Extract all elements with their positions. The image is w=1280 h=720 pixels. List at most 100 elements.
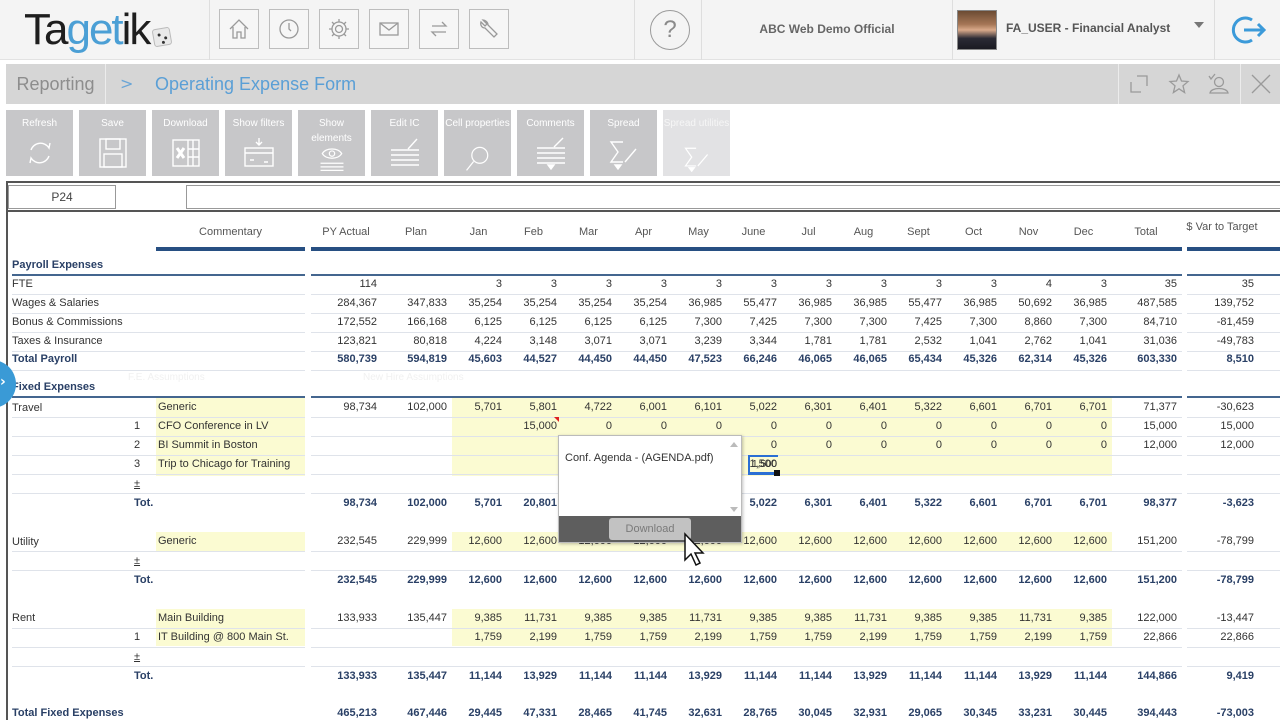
value-cell[interactable]: 5,322 [914,401,942,413]
commentary-cell[interactable]: Trip to Chicago for Training [158,458,291,470]
value-cell[interactable]: -73,003 [1216,707,1254,719]
value-cell[interactable]: -30,623 [1216,401,1254,413]
value-cell[interactable]: 13,929 [523,670,557,682]
value-cell[interactable]: 133,933 [337,670,377,682]
value-cell[interactable]: 11,731 [524,612,557,624]
value-cell[interactable]: 6,101 [694,401,722,413]
spread-utilities-button[interactable]: Spread utilities [663,110,730,176]
value-cell[interactable]: 7,300 [694,316,722,328]
value-cell[interactable]: 98,734 [343,401,377,413]
value-cell[interactable]: 35,254 [578,297,612,309]
value-cell[interactable]: 9,385 [1079,612,1107,624]
value-cell[interactable] [451,455,502,474]
value-cell[interactable]: 12,600 [1073,535,1107,547]
value-cell[interactable] [381,417,447,436]
value-cell[interactable]: 394,443 [1137,707,1177,719]
value-cell[interactable]: 4,224 [474,335,502,347]
value-cell[interactable]: 5,701 [474,497,502,509]
value-cell[interactable]: 98,377 [1143,497,1177,509]
value-cell[interactable]: 11,731 [1019,612,1052,624]
value-cell[interactable] [506,436,557,455]
scroll-up-icon[interactable] [730,442,738,447]
value-cell[interactable]: 71,377 [1143,401,1177,413]
value-cell[interactable]: 22,866 [1220,631,1254,643]
value-cell[interactable]: 36,985 [688,297,722,309]
recent-button[interactable] [269,9,309,49]
value-cell[interactable]: 3 [550,278,557,290]
fill-handle[interactable] [774,470,780,476]
value-cell[interactable]: 8,510 [1226,353,1254,365]
value-cell[interactable]: 30,045 [798,707,832,719]
formula-input[interactable] [186,185,1280,209]
download-attachment-button[interactable]: Download [609,518,691,540]
value-cell[interactable]: 11,144 [633,670,667,682]
value-cell[interactable] [381,628,447,647]
value-cell[interactable]: 66,246 [743,353,777,365]
value-cell[interactable]: 28,765 [743,707,777,719]
value-cell[interactable]: 3,071 [639,335,667,347]
value-cell[interactable]: -3,623 [1222,497,1254,509]
tagetik-logo[interactable]: Ta get ik [24,5,173,54]
value-cell[interactable]: 9,385 [474,612,502,624]
value-cell[interactable] [1001,455,1052,474]
value-cell[interactable]: 12,600 [1018,574,1052,586]
value-cell[interactable]: 3 [935,278,942,290]
value-cell[interactable]: 0 [935,439,942,451]
value-cell[interactable]: 0 [825,439,832,451]
value-cell[interactable]: 12,600 [523,574,557,586]
value-cell[interactable] [506,455,557,474]
breadcrumb-reporting[interactable]: Reporting [6,64,106,104]
value-cell[interactable]: 1,759 [474,631,502,643]
value-cell[interactable]: 6,701 [1024,497,1052,509]
value-cell[interactable]: 0 [770,439,777,451]
value-cell[interactable]: 12,600 [633,574,667,586]
value-cell[interactable]: 0 [825,420,832,432]
value-cell[interactable] [311,455,377,474]
value-cell[interactable]: 30,345 [963,707,997,719]
value-cell[interactable]: 1,759 [804,631,832,643]
value-cell[interactable]: 6,125 [639,316,667,328]
show-filters-button[interactable]: Show filters [225,110,292,176]
value-cell[interactable]: 98,734 [343,497,377,509]
value-cell[interactable]: 12,600 [743,535,777,547]
value-cell[interactable]: 1,759 [969,631,997,643]
value-cell[interactable] [311,436,377,455]
value-cell[interactable]: 2,199 [1024,631,1052,643]
value-cell[interactable]: 2,199 [859,631,887,643]
value-cell[interactable]: 2,762 [1024,335,1052,347]
value-cell[interactable]: 347,833 [407,297,447,309]
value-cell[interactable]: 1,759 [749,631,777,643]
value-cell[interactable]: 28,465 [578,707,612,719]
value-cell[interactable]: 13,929 [853,670,887,682]
value-cell[interactable]: 7,300 [969,316,997,328]
value-cell[interactable]: 33,231 [1018,707,1052,719]
value-cell[interactable]: 3 [880,278,887,290]
value-cell[interactable]: 2,199 [694,631,722,643]
value-cell[interactable]: 12,600 [688,574,722,586]
value-cell[interactable]: 12,600 [468,535,502,547]
value-cell[interactable]: 36,985 [853,297,887,309]
value-cell[interactable]: 30,445 [1073,707,1107,719]
value-cell[interactable]: 12,600 [908,574,942,586]
add-row-button[interactable]: ± [134,478,141,490]
value-cell[interactable]: 32,931 [853,707,887,719]
value-cell[interactable]: 3,239 [694,335,722,347]
value-cell[interactable]: 1,759 [1079,631,1107,643]
value-cell[interactable]: 20,801 [523,497,557,509]
value-cell[interactable] [891,455,942,474]
value-cell[interactable]: 32,631 [688,707,722,719]
value-cell[interactable]: 35,254 [523,297,557,309]
tools-button[interactable] [469,9,509,49]
value-cell[interactable]: 2,199 [529,631,557,643]
attachment-item[interactable]: Conf. Agenda - (AGENDA.pdf) [565,452,714,464]
value-cell[interactable]: 123,821 [337,335,377,347]
value-cell[interactable]: 232,545 [337,535,377,547]
value-cell[interactable]: 580,739 [337,353,377,365]
value-cell[interactable] [836,455,887,474]
value-cell[interactable]: 45,603 [468,353,502,365]
value-cell[interactable]: 12,000 [1220,439,1254,451]
value-cell[interactable] [381,436,447,455]
value-cell[interactable]: 46,065 [798,353,832,365]
value-cell[interactable]: 31,036 [1143,335,1177,347]
value-cell[interactable] [381,275,447,294]
